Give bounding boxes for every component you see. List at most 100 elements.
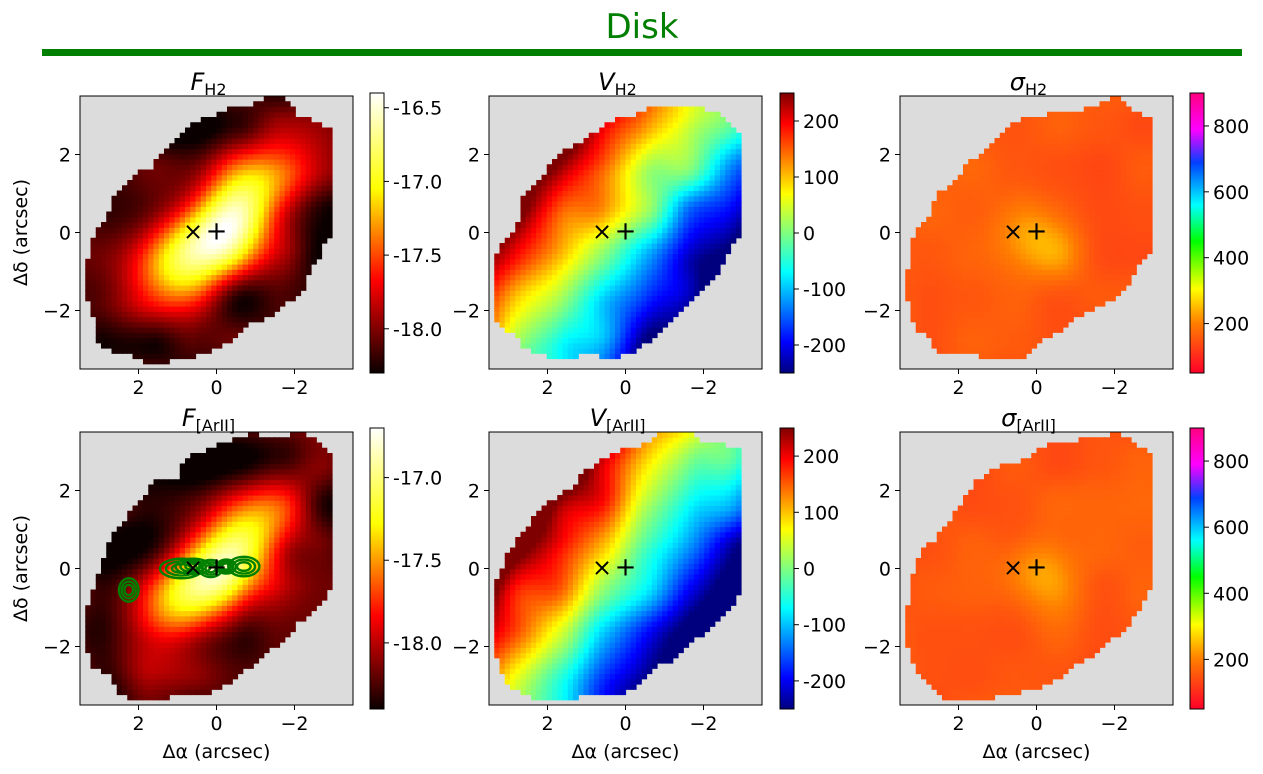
heatmap-cell	[321, 190, 328, 197]
heatmap-cell	[248, 222, 254, 228]
heatmap-cell	[1125, 258, 1132, 265]
heatmap-cell	[672, 243, 679, 249]
heatmap-cell	[137, 206, 144, 213]
heatmap-cell	[641, 327, 648, 333]
heatmap-cell	[678, 195, 684, 202]
heatmap-cell	[573, 274, 579, 281]
heatmap-cell	[158, 159, 165, 165]
heatmap-cell	[599, 153, 606, 160]
heatmap-cell	[269, 132, 275, 139]
heatmap-cell	[1094, 274, 1101, 281]
heatmap-cell	[557, 290, 564, 297]
heatmap-cell	[515, 264, 522, 270]
heatmap-cell	[1041, 253, 1048, 260]
heatmap-cell	[1073, 253, 1080, 260]
heatmap-cell	[263, 195, 270, 202]
heatmap-cell	[714, 169, 721, 176]
heatmap-cell	[1026, 258, 1032, 265]
heatmap-cell	[179, 216, 186, 223]
heatmap-cell	[931, 290, 938, 297]
heatmap-cell	[111, 274, 118, 281]
heatmap-cell	[630, 253, 637, 260]
heatmap-cell	[662, 227, 669, 234]
heatmap-cell	[620, 143, 627, 150]
heatmap-cell	[672, 138, 679, 144]
heatmap-cell	[615, 269, 621, 276]
heatmap-cell	[300, 138, 307, 144]
heatmap-cell	[221, 216, 228, 223]
heatmap-cell	[1041, 264, 1048, 270]
heatmap-cell	[232, 237, 239, 244]
heatmap-cell	[195, 237, 202, 244]
heatmap-cell	[1104, 216, 1111, 223]
heatmap-cell	[994, 237, 1001, 244]
colorbar-tick-label: -100	[803, 279, 846, 301]
heatmap-cell	[284, 285, 291, 291]
heatmap-cell	[672, 279, 679, 286]
heatmap-cell	[1005, 148, 1011, 155]
heatmap-cell	[915, 253, 922, 260]
heatmap-cell	[609, 316, 616, 323]
heatmap-cell	[583, 185, 590, 192]
heatmap-cell	[1005, 222, 1011, 228]
heatmap-cell	[541, 206, 548, 213]
heatmap-cell	[625, 332, 632, 339]
heatmap-cell	[143, 190, 149, 197]
heatmap-cell	[609, 201, 616, 207]
heatmap-cell	[688, 248, 695, 255]
heatmap-cell	[127, 279, 134, 286]
heatmap-cell	[994, 332, 1001, 339]
heatmap-cell	[678, 201, 684, 207]
heatmap-cell	[931, 274, 938, 281]
heatmap-cell	[95, 295, 102, 302]
heatmap-cell	[248, 243, 254, 249]
heatmap-cell	[704, 132, 711, 139]
heatmap-cell	[963, 321, 969, 328]
heatmap-cell	[546, 279, 553, 286]
heatmap-cell	[137, 269, 144, 276]
heatmap-cell	[931, 316, 938, 323]
heatmap-cell	[594, 306, 600, 312]
heatmap-cell	[915, 269, 922, 276]
heatmap-cell	[515, 248, 522, 255]
heatmap-cell	[1078, 285, 1085, 291]
heatmap-cell	[295, 122, 302, 129]
heatmap-cell	[1068, 274, 1074, 281]
heatmap-cell	[290, 227, 296, 234]
heatmap-cell	[910, 248, 917, 255]
heatmap-cell	[525, 227, 532, 234]
heatmap-cell	[641, 206, 648, 213]
heatmap-cell	[206, 332, 212, 339]
heatmap-cell	[227, 258, 233, 265]
heatmap-cell	[646, 264, 653, 270]
heatmap-cell	[720, 206, 726, 213]
heatmap-cell	[942, 264, 948, 270]
heatmap-cell	[101, 290, 107, 297]
heatmap-cell	[641, 180, 648, 186]
heatmap-cell	[290, 117, 296, 123]
heatmap-cell	[567, 285, 574, 291]
heatmap-cell	[190, 222, 197, 228]
heatmap-cell	[1005, 332, 1011, 339]
heatmap-cell	[915, 258, 922, 265]
heatmap-cell	[127, 316, 134, 323]
heatmap-cell	[567, 216, 574, 223]
heatmap-cell	[248, 138, 254, 144]
heatmap-cell	[525, 258, 532, 265]
heatmap-cell	[725, 185, 732, 192]
heatmap-cell	[137, 185, 144, 192]
heatmap-cell	[536, 279, 543, 286]
heatmap-cell	[132, 248, 139, 255]
heatmap-cell	[248, 316, 254, 323]
heatmap-cell	[651, 258, 658, 265]
heatmap-cell	[1015, 232, 1022, 239]
heatmap-cell	[1005, 190, 1011, 197]
heatmap-cell	[253, 190, 260, 197]
heatmap-cell	[216, 290, 223, 297]
heatmap-cell	[132, 211, 139, 218]
heatmap-cell	[1041, 258, 1048, 265]
heatmap-cell	[1052, 127, 1059, 134]
heatmap-cell	[978, 243, 985, 249]
heatmap-cell	[678, 285, 684, 291]
heatmap-cell	[111, 279, 118, 286]
